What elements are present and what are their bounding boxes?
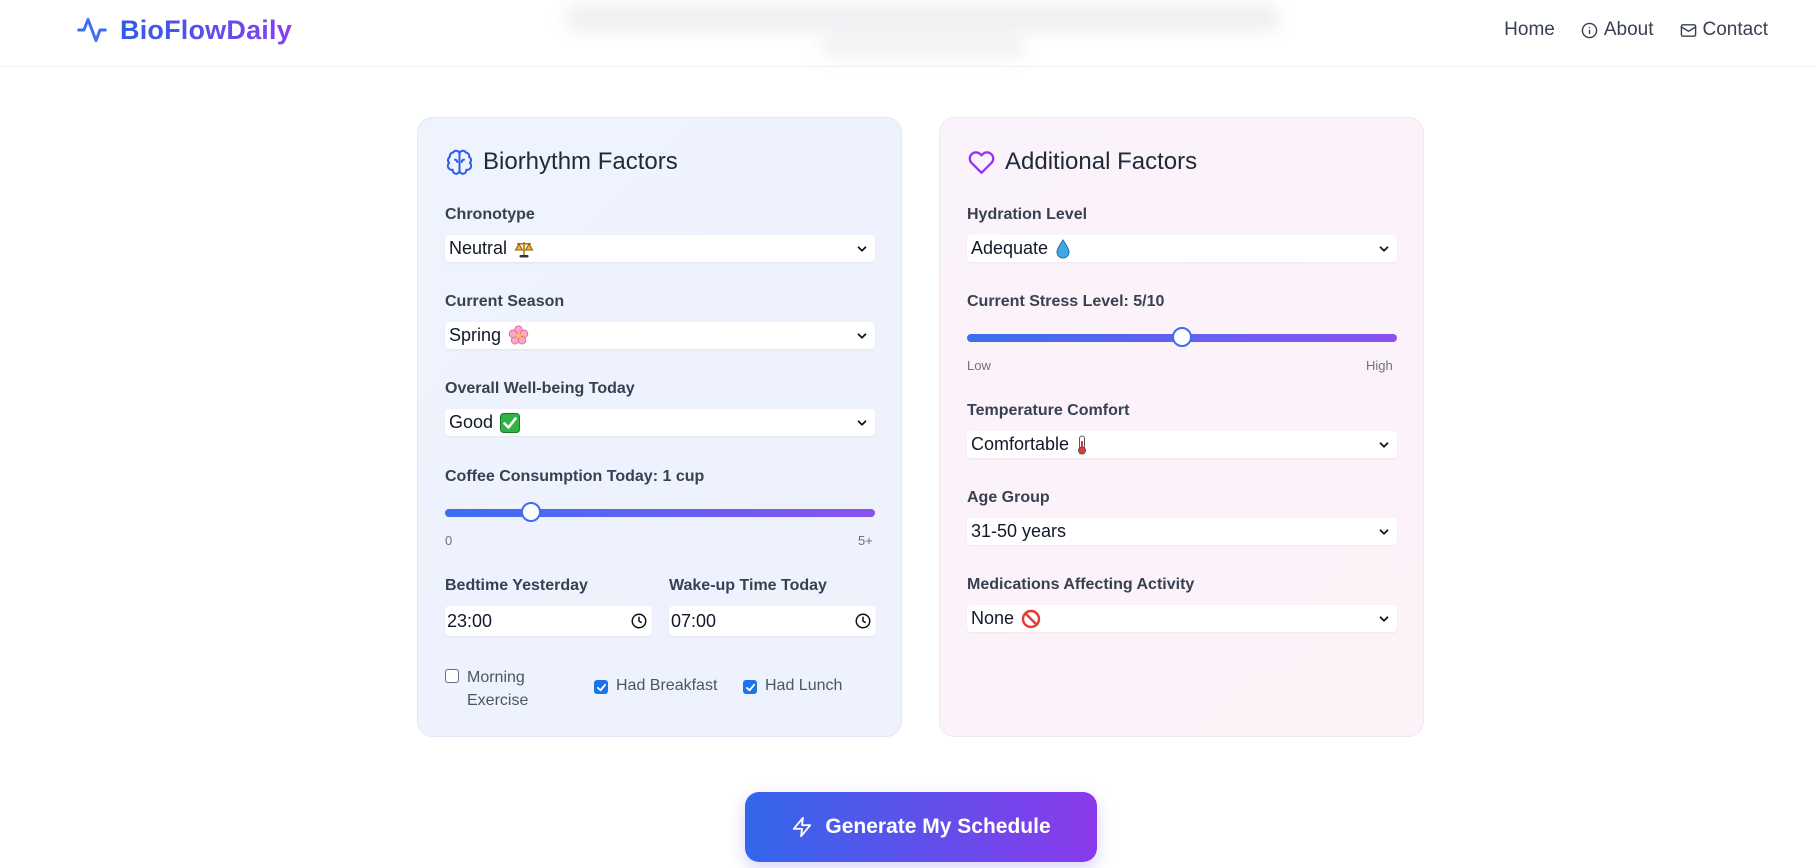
- mail-icon: [1680, 23, 1696, 37]
- chevron-down-icon: [857, 420, 867, 426]
- wellbeing-value: Good: [449, 412, 494, 432]
- checkmark-icon: [596, 683, 606, 691]
- stress-slider[interactable]: [967, 327, 1397, 347]
- top-nav: BioFlowDaily Home About Contact: [0, 0, 1816, 67]
- bedtime-label: Bedtime Yesterday: [445, 577, 588, 594]
- nav-about-link[interactable]: About: [1581, 19, 1654, 41]
- coffee-slider-thumb[interactable]: [521, 502, 541, 522]
- had-lunch-label: Had Lunch: [765, 677, 843, 694]
- brain-icon: [446, 149, 473, 175]
- had-breakfast-checkbox[interactable]: Had Breakfast: [594, 677, 717, 695]
- stress-high-label: High: [1366, 358, 1393, 373]
- checkbox-checked[interactable]: [594, 680, 608, 694]
- chronotype-label: Chronotype: [445, 206, 535, 223]
- blurred-banner-subtext: [820, 36, 1025, 58]
- nav-home-link[interactable]: Home: [1504, 19, 1555, 41]
- bedtime-value: 23:00: [447, 610, 493, 631]
- temperature-select[interactable]: Comfortable: [967, 431, 1397, 458]
- stress-slider-thumb[interactable]: [1172, 327, 1192, 347]
- wellbeing-select[interactable]: Good: [445, 409, 875, 436]
- coffee-slider[interactable]: [445, 502, 875, 522]
- activity-pulse-icon: [77, 17, 107, 43]
- check-mark-icon: [500, 412, 521, 433]
- nav-contact-label: Contact: [1702, 19, 1768, 40]
- biorhythm-card-title: Biorhythm Factors: [446, 148, 678, 176]
- thermometer-icon: [1076, 435, 1088, 455]
- brand-logo[interactable]: BioFlowDaily: [74, 14, 292, 46]
- lightning-icon: [793, 816, 812, 838]
- wakeup-input[interactable]: 07:00: [669, 606, 876, 636]
- generate-schedule-label: Generate My Schedule: [825, 815, 1051, 838]
- hydration-value: Adequate: [971, 238, 1049, 258]
- coffee-min-label: 0: [445, 533, 453, 548]
- wakeup-label: Wake-up Time Today: [669, 577, 827, 594]
- age-group-value: 31-50 years: [971, 521, 1067, 541]
- temperature-label: Temperature Comfort: [967, 402, 1130, 419]
- generate-schedule-button[interactable]: Generate My Schedule: [745, 792, 1097, 862]
- medications-label: Medications Affecting Activity: [967, 576, 1195, 593]
- clock-icon[interactable]: [630, 612, 648, 630]
- checkbox-unchecked[interactable]: [445, 669, 459, 683]
- droplet-icon: [1055, 238, 1071, 259]
- morning-exercise-label-line1: Morning: [467, 669, 525, 686]
- coffee-label: Coffee Consumption Today: 1 cup: [445, 468, 705, 485]
- season-label: Current Season: [445, 293, 565, 310]
- coffee-max-label: 5+: [858, 533, 873, 548]
- nav-contact-link[interactable]: Contact: [1680, 19, 1768, 41]
- clock-icon[interactable]: [854, 612, 872, 630]
- medications-value: None: [971, 608, 1015, 628]
- nav-about-label: About: [1603, 19, 1654, 40]
- morning-exercise-label: Morning Exercise: [467, 666, 528, 712]
- wakeup-value: 07:00: [671, 610, 717, 631]
- season-value: Spring: [449, 325, 502, 345]
- chevron-down-icon: [857, 333, 867, 339]
- checkmark-icon: [745, 683, 755, 691]
- age-group-select[interactable]: 31-50 years: [967, 518, 1397, 545]
- chevron-down-icon: [1379, 529, 1389, 535]
- scales-icon: [514, 239, 534, 259]
- blurred-banner-text: [565, 4, 1280, 32]
- biorhythm-title-text: Biorhythm Factors: [483, 148, 678, 175]
- info-icon: [1581, 22, 1598, 38]
- brand-name: BioFlowDaily: [120, 14, 292, 45]
- additional-card-title: Additional Factors: [968, 148, 1197, 176]
- wellbeing-label: Overall Well-being Today: [445, 380, 635, 397]
- hydration-label: Hydration Level: [967, 206, 1088, 223]
- medications-select[interactable]: None: [967, 605, 1397, 632]
- stress-low-label: Low: [967, 358, 991, 373]
- heart-icon: [968, 150, 995, 174]
- chronotype-value: Neutral: [449, 238, 508, 258]
- stress-label: Current Stress Level: 5/10: [967, 293, 1165, 310]
- checkbox-checked[interactable]: [743, 680, 757, 694]
- additional-factors-card: Additional Factors Hydration Level Adequ…: [939, 117, 1424, 737]
- chevron-down-icon: [1379, 246, 1389, 252]
- nav-home-label: Home: [1504, 19, 1555, 40]
- had-breakfast-label: Had Breakfast: [616, 677, 718, 694]
- additional-title-text: Additional Factors: [1005, 148, 1198, 175]
- chevron-down-icon: [1379, 442, 1389, 448]
- chronotype-select[interactable]: Neutral: [445, 235, 875, 262]
- season-select[interactable]: Spring: [445, 322, 875, 349]
- hydration-select[interactable]: Adequate: [967, 235, 1397, 262]
- chevron-down-icon: [857, 246, 867, 252]
- age-group-label: Age Group: [967, 489, 1050, 506]
- bedtime-input[interactable]: 23:00: [445, 606, 652, 636]
- had-lunch-checkbox[interactable]: Had Lunch: [743, 677, 842, 695]
- biorhythm-factors-card: Biorhythm Factors Chronotype Neutral Cur…: [417, 117, 902, 737]
- morning-exercise-checkbox[interactable]: Morning Exercise: [445, 666, 528, 712]
- prohibited-icon: [1021, 609, 1041, 629]
- nav-links: Home About Contact: [1504, 19, 1768, 41]
- chevron-down-icon: [1379, 616, 1389, 622]
- morning-exercise-label-line2: Exercise: [467, 692, 529, 709]
- cherry-blossom-icon: [508, 325, 529, 346]
- temperature-value: Comfortable: [971, 434, 1070, 454]
